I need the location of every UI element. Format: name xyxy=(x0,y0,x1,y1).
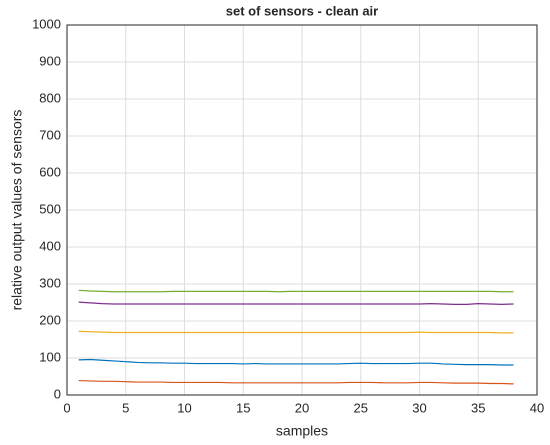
y-tick-label: 300 xyxy=(39,275,61,290)
x-tick-label: 35 xyxy=(471,400,485,415)
data-line xyxy=(78,301,514,305)
y-axis-label: relative output values of sensors xyxy=(9,110,25,311)
y-tick-label: 700 xyxy=(39,127,61,142)
x-axis-label: samples xyxy=(276,423,328,439)
y-tick-label: 1000 xyxy=(32,16,61,31)
y-tick-label: 400 xyxy=(39,238,61,253)
x-tick-label: 40 xyxy=(530,400,544,415)
x-tick-label: 15 xyxy=(236,400,250,415)
x-tick-label: 10 xyxy=(177,400,191,415)
y-tick-label: 0 xyxy=(54,386,61,401)
x-tick-label: 30 xyxy=(412,400,426,415)
data-line xyxy=(78,330,514,334)
data-line xyxy=(78,379,514,385)
data-line xyxy=(78,289,514,293)
y-tick-label: 900 xyxy=(39,53,61,68)
chart-title: set of sensors - clean air xyxy=(226,3,378,18)
x-tick-label: 20 xyxy=(295,400,309,415)
y-tick-label: 600 xyxy=(39,164,61,179)
y-tick-label: 200 xyxy=(39,312,61,327)
x-tick-label: 25 xyxy=(354,400,368,415)
x-tick-label: 5 xyxy=(122,400,129,415)
x-tick-label: 0 xyxy=(63,400,70,415)
y-tick-label: 100 xyxy=(39,349,61,364)
y-tick-label: 500 xyxy=(39,201,61,216)
data-line xyxy=(78,358,514,366)
axes-box xyxy=(66,24,538,396)
y-tick-label: 800 xyxy=(39,90,61,105)
